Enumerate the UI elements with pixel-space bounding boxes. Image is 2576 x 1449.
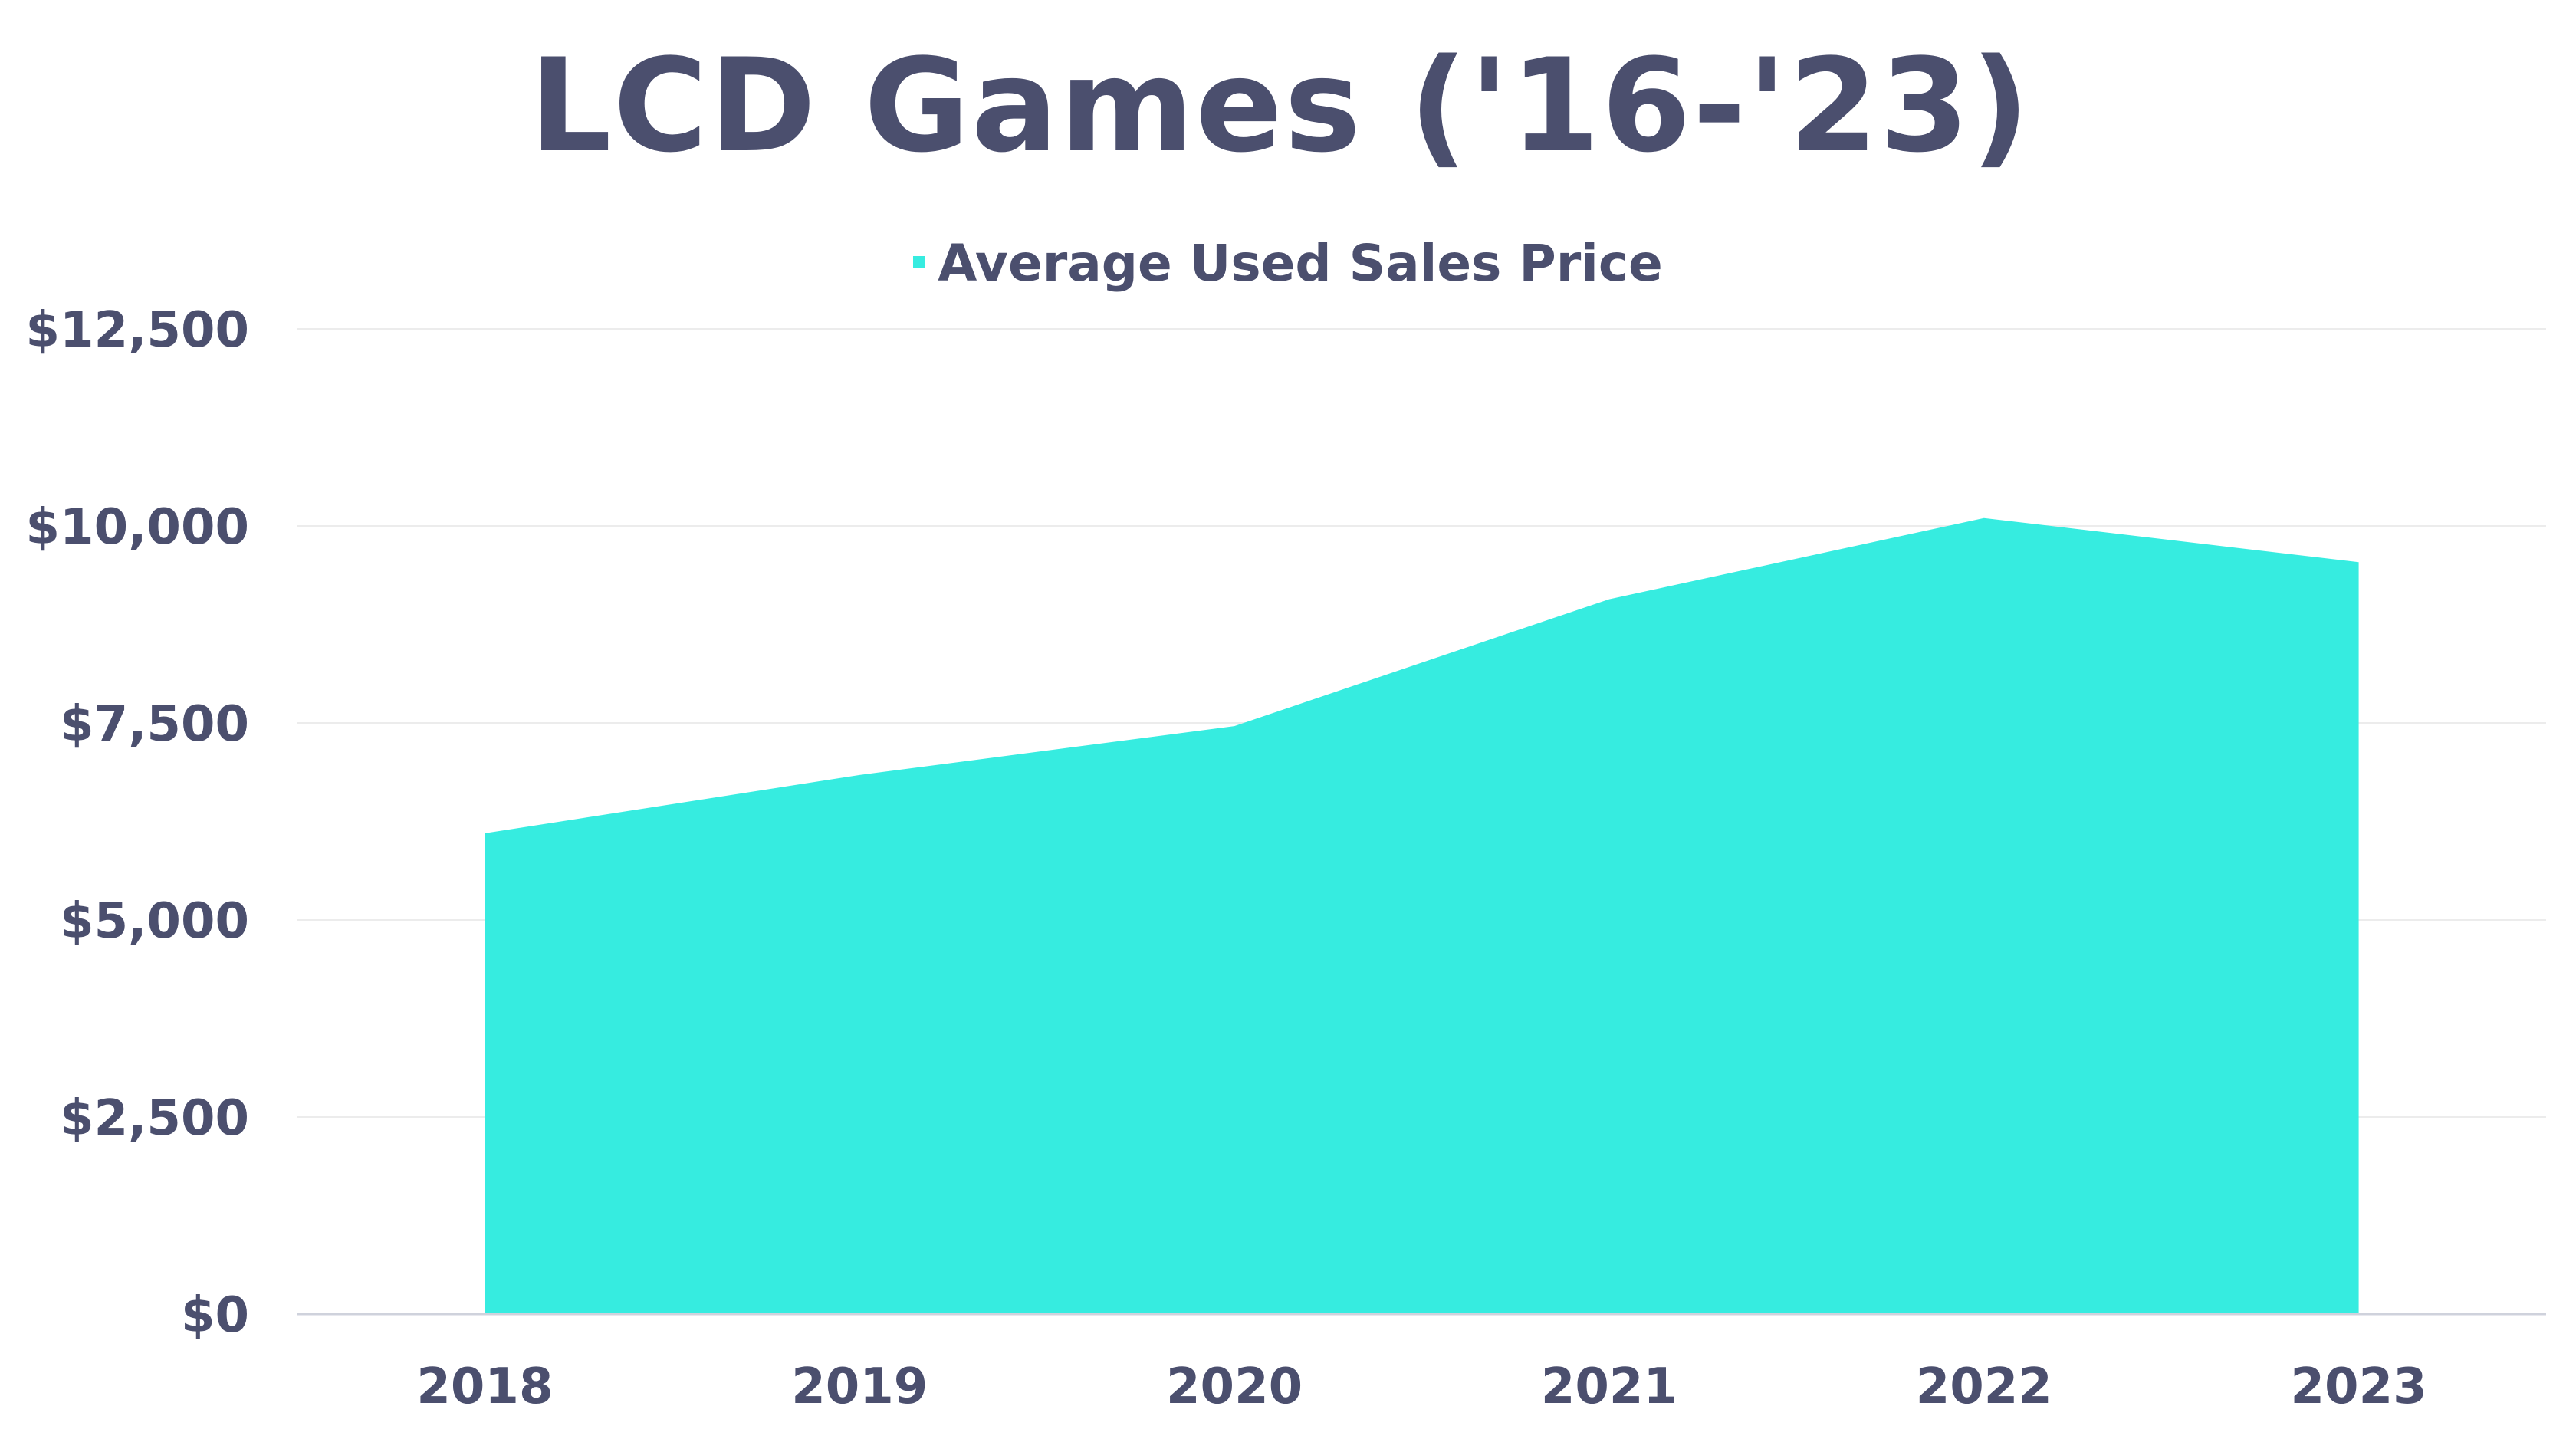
x-tick-label: 2018	[416, 1359, 553, 1415]
y-tick-label: $7,500	[60, 696, 249, 753]
x-tick-label: 2022	[1916, 1359, 2052, 1415]
x-tick-label: 2020	[1166, 1359, 1303, 1415]
y-tick-label: $5,000	[60, 893, 249, 950]
area-series	[485, 518, 2359, 1314]
y-tick-label: $0	[181, 1287, 249, 1344]
x-tick-label: 2023	[2291, 1359, 2427, 1415]
y-tick-label: $12,500	[26, 302, 250, 359]
y-tick-label: $2,500	[60, 1090, 249, 1147]
x-tick-label: 2019	[791, 1359, 928, 1415]
x-tick-label: 2021	[1541, 1359, 1677, 1415]
chart-title: LCD Games ('16-'23)	[529, 31, 2032, 181]
y-tick-label: $10,000	[26, 499, 250, 556]
legend-label: Average Used Sales Price	[938, 234, 1663, 293]
legend-swatch	[913, 255, 926, 268]
legend: Average Used Sales Price	[0, 234, 2576, 293]
